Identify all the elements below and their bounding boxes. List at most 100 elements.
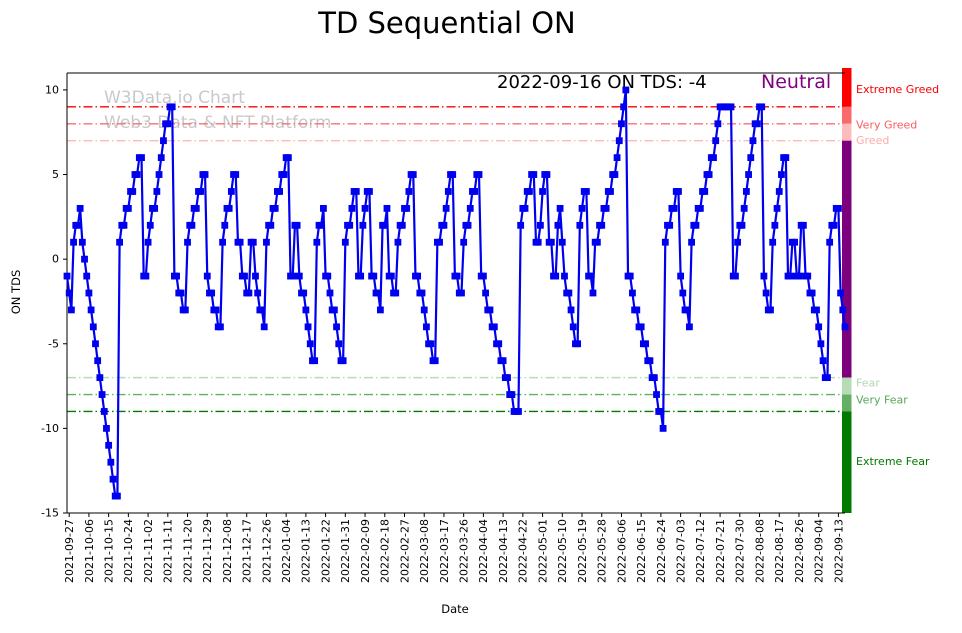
series-marker [144,238,152,246]
series-marker [203,272,211,280]
series-marker [403,204,411,212]
series-marker [280,171,288,178]
series-marker [346,221,354,229]
series-marker [105,441,113,449]
series-marker [219,238,226,246]
watermark-tagline: Web3 Data & NFT Platform [104,113,332,133]
series-marker [727,103,735,111]
series-marker [258,306,266,314]
x-tick-label: 2022-05-01 [536,519,549,583]
series-marker [359,221,367,229]
series-marker [67,306,75,314]
series-marker [313,238,321,246]
series-marker [76,204,84,212]
x-tick-label: 2022-06-15 [635,519,648,583]
sentiment-bar-segment [842,394,852,412]
series-marker [306,340,314,348]
series-marker [427,340,435,348]
series-marker [357,272,365,280]
series-marker [414,272,422,280]
series-marker [70,238,77,246]
series-marker [188,221,196,229]
y-tick-label: 10 [45,83,59,96]
series-marker [705,171,713,178]
series-marker [659,424,667,432]
x-tick-label: 2021-12-26 [260,519,273,583]
series-marker [677,272,685,280]
series-marker [168,103,176,111]
series-marker [819,357,827,365]
series-marker [508,391,516,398]
x-tick-label: 2022-02-09 [359,519,372,583]
series-marker [602,204,610,212]
series-marker [133,171,141,178]
series-marker [808,289,816,297]
series-marker [815,323,823,331]
sentiment-bar-segment [842,377,852,395]
sentiment-bar-segment [842,140,852,378]
series-marker [615,137,623,145]
series-marker [633,306,641,314]
y-tick-label: -10 [41,422,59,435]
x-tick-label: 2022-01-22 [319,519,332,583]
threshold-label-greed: Greed [856,134,889,147]
series-marker [124,204,132,212]
series-marker [517,221,525,229]
x-tick-label: 2021-11-20 [181,519,194,583]
x-tick-label: 2021-11-02 [142,519,155,583]
series-marker [98,391,106,398]
series-marker [539,188,546,195]
series-marker [227,188,235,195]
y-tick-label: -5 [48,337,59,350]
series-marker [692,221,700,229]
series-marker [732,272,739,280]
series-marker [142,272,150,280]
series-marker [767,306,774,314]
series-marker [293,221,301,229]
series-marker [795,272,803,280]
series-marker [78,238,86,246]
series-marker [593,238,601,246]
series-marker [582,188,590,195]
series-marker [394,238,402,246]
series-marker [552,272,560,280]
series-marker [521,204,529,212]
series-marker [578,204,586,212]
x-tick-label: 2021-10-06 [83,519,96,583]
x-tick-label: 2022-05-19 [576,519,589,583]
series-marker [173,272,180,280]
series-marker [276,188,283,195]
series-marker [490,323,498,331]
series-marker [778,171,785,178]
series-marker [260,323,268,331]
series-marker [479,272,487,280]
series-marker [460,238,468,246]
series-marker [341,238,349,246]
series-marker [653,391,660,398]
series-marker [376,306,384,314]
series-marker [387,272,395,280]
series-marker [495,340,503,348]
series-marker [661,238,669,246]
series-marker [543,171,551,178]
y-tick-label: 5 [52,168,59,181]
series-marker [335,340,343,348]
x-tick-label: 2022-07-12 [694,519,707,583]
series-marker [333,323,340,331]
series-marker [835,204,842,212]
series-marker [405,188,413,195]
series-marker [458,289,465,297]
x-tick-label: 2022-06-24 [655,519,668,583]
x-tick-label: 2021-10-24 [122,519,135,583]
series-marker [96,374,104,382]
series-marker [657,408,665,415]
series-marker [536,221,544,229]
x-tick-label: 2021-12-08 [221,519,234,583]
series-marker [534,238,542,246]
series-marker [444,188,452,195]
series-marker [85,289,93,297]
series-marker [236,238,244,246]
series-marker [201,171,209,178]
series-marker [423,323,430,331]
series-marker [241,272,248,280]
